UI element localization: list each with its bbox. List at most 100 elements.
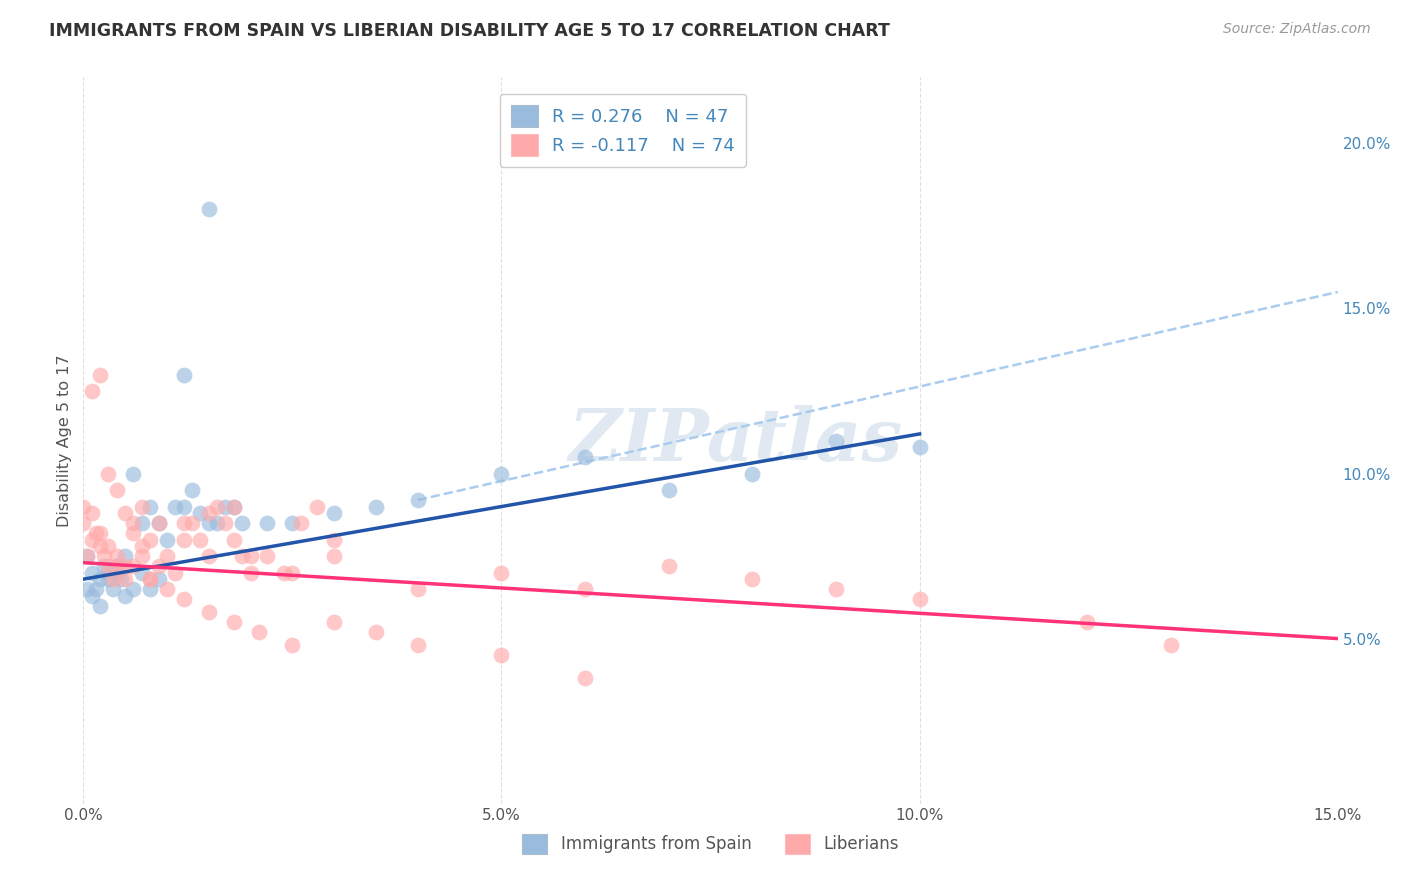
Point — [93, 549, 115, 563]
Point — [197, 605, 219, 619]
Point — [190, 533, 212, 547]
Point — [231, 549, 253, 563]
Point — [105, 483, 128, 497]
Point — [122, 525, 145, 540]
Point — [197, 516, 219, 530]
Point — [181, 483, 204, 497]
Point — [1076, 615, 1098, 629]
Point — [93, 558, 115, 573]
Point — [658, 558, 681, 573]
Point — [89, 539, 111, 553]
Point — [231, 516, 253, 530]
Legend: R = 0.276    N = 47, R = -0.117    N = 74: R = 0.276 N = 47, R = -0.117 N = 74 — [499, 94, 745, 167]
Point — [105, 549, 128, 563]
Point — [281, 516, 304, 530]
Point — [97, 539, 120, 553]
Point — [139, 533, 162, 547]
Point — [114, 558, 136, 573]
Point — [491, 566, 513, 580]
Point — [89, 572, 111, 586]
Point — [76, 582, 98, 596]
Point — [122, 582, 145, 596]
Point — [80, 384, 103, 398]
Point — [131, 549, 153, 563]
Point — [173, 368, 195, 382]
Point — [173, 533, 195, 547]
Point — [197, 202, 219, 217]
Point — [173, 516, 195, 530]
Text: ZIPatlas: ZIPatlas — [568, 405, 903, 476]
Point — [76, 549, 98, 563]
Point — [741, 467, 763, 481]
Point — [84, 582, 107, 596]
Point — [222, 500, 245, 514]
Point — [97, 467, 120, 481]
Point — [105, 558, 128, 573]
Point — [165, 500, 187, 514]
Point — [290, 516, 312, 530]
Point — [574, 671, 596, 685]
Point — [156, 582, 179, 596]
Point — [110, 572, 132, 586]
Point — [156, 549, 179, 563]
Point — [364, 624, 387, 639]
Point — [273, 566, 295, 580]
Point — [197, 549, 219, 563]
Point — [97, 558, 120, 573]
Point — [84, 525, 107, 540]
Point — [148, 516, 170, 530]
Point — [173, 591, 195, 606]
Point — [139, 572, 162, 586]
Point — [247, 624, 270, 639]
Point — [323, 615, 346, 629]
Point — [181, 516, 204, 530]
Text: Source: ZipAtlas.com: Source: ZipAtlas.com — [1223, 22, 1371, 37]
Point — [76, 549, 98, 563]
Point — [131, 500, 153, 514]
Point — [741, 572, 763, 586]
Point — [1160, 638, 1182, 652]
Point — [148, 516, 170, 530]
Point — [72, 500, 94, 514]
Point — [908, 440, 931, 454]
Point — [131, 516, 153, 530]
Point — [281, 638, 304, 652]
Text: IMMIGRANTS FROM SPAIN VS LIBERIAN DISABILITY AGE 5 TO 17 CORRELATION CHART: IMMIGRANTS FROM SPAIN VS LIBERIAN DISABI… — [49, 22, 890, 40]
Point — [80, 533, 103, 547]
Point — [239, 549, 262, 563]
Point — [148, 572, 170, 586]
Point — [406, 492, 429, 507]
Point — [323, 506, 346, 520]
Point — [156, 533, 179, 547]
Point — [173, 500, 195, 514]
Point — [323, 533, 346, 547]
Point — [122, 558, 145, 573]
Point — [658, 483, 681, 497]
Point — [89, 368, 111, 382]
Point — [239, 566, 262, 580]
Point — [214, 516, 236, 530]
Y-axis label: Disability Age 5 to 17: Disability Age 5 to 17 — [58, 354, 72, 527]
Point — [491, 467, 513, 481]
Point — [80, 506, 103, 520]
Point — [139, 572, 162, 586]
Point — [222, 615, 245, 629]
Point — [101, 582, 124, 596]
Point — [139, 500, 162, 514]
Point — [114, 549, 136, 563]
Point — [105, 566, 128, 580]
Point — [97, 566, 120, 580]
Point — [131, 566, 153, 580]
Point — [825, 582, 848, 596]
Point — [825, 434, 848, 448]
Point — [122, 516, 145, 530]
Point — [114, 589, 136, 603]
Point — [165, 566, 187, 580]
Point — [256, 516, 278, 530]
Point — [97, 572, 120, 586]
Point — [80, 589, 103, 603]
Point — [214, 500, 236, 514]
Point — [101, 572, 124, 586]
Point — [72, 516, 94, 530]
Point — [105, 558, 128, 573]
